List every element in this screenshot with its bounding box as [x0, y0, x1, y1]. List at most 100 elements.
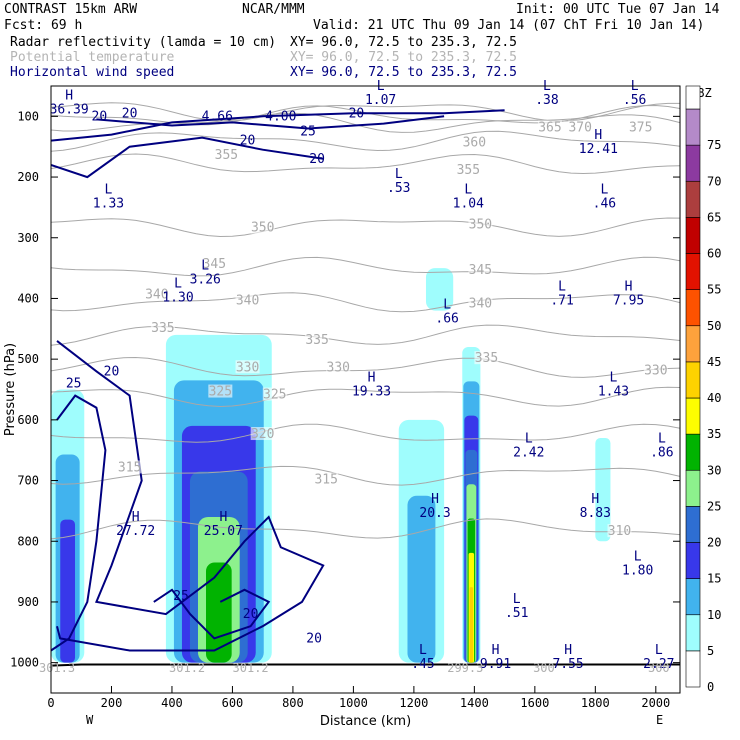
extremum-value: .53	[387, 181, 410, 196]
extremum-type: H	[591, 492, 599, 507]
theta-label-bg	[150, 320, 175, 334]
extremum-type: H	[431, 492, 439, 507]
extremum-value: .71	[550, 294, 573, 309]
reflectivity-cell-2-5	[425, 268, 454, 311]
extremum-value: .51	[505, 606, 528, 621]
theta-contour-label: 335	[305, 333, 328, 348]
theta-contour-310	[51, 518, 680, 540]
wind-extra-label: 4.66	[202, 109, 233, 124]
wind-contour-label: 20	[309, 152, 325, 167]
theta-label-bg	[456, 162, 481, 176]
x-tick-label: 1600	[520, 696, 549, 710]
extremum-value: 1.30	[162, 290, 193, 305]
x-tick-label: 600	[222, 696, 244, 710]
extremum-type: L	[174, 276, 182, 291]
wind-extra-label: 4.00	[265, 109, 296, 124]
colorbar-level: 30	[707, 463, 721, 477]
theta-label-bg	[208, 384, 233, 398]
colorbar-swatch	[685, 108, 701, 146]
y-axis-label: Pressure (hPa)	[3, 343, 18, 436]
theta-contour-360	[51, 130, 680, 152]
reflectivity-cell-5-5	[595, 438, 611, 542]
east-label: E	[656, 713, 663, 727]
x-tick-label: 400	[161, 696, 183, 710]
wind-contour-1	[96, 115, 445, 130]
colorbar-level: 45	[707, 355, 721, 369]
theta-contour-label: 325	[209, 385, 232, 400]
theta-label-bg	[462, 135, 487, 149]
wind-contour-0	[51, 109, 505, 142]
y-tick-label: 100	[17, 109, 39, 123]
theta-contour-340	[51, 292, 680, 313]
theta-contour-label: 375	[629, 120, 652, 135]
field-label-theta: Potential temperature	[10, 50, 175, 65]
extremum-value: 3.26	[190, 272, 221, 287]
theta-contour-label: 335	[475, 351, 498, 366]
extremum-type: L	[631, 79, 639, 94]
y-tick-label: 1000	[10, 656, 39, 670]
wind-contour-2	[51, 136, 324, 179]
colorbar-swatch	[685, 144, 701, 182]
extremum-value: 25.07	[204, 524, 243, 539]
colorbar-level: 75	[707, 138, 721, 152]
extremum-value: 1.07	[365, 93, 396, 108]
y-tick-label: 400	[17, 291, 39, 305]
y-tick-label: 900	[17, 595, 39, 609]
extremum-type: H	[368, 371, 376, 386]
theta-contour-label: 355	[457, 163, 480, 178]
extremum-value: .46	[593, 196, 616, 211]
extremum-value: .86	[650, 445, 673, 460]
x-tick-label: 1400	[460, 696, 489, 710]
wind-contour-label: 20	[104, 364, 120, 379]
valid-time: Valid: 21 UTC Thu 09 Jan 14 (07 ChT Fri …	[313, 18, 705, 33]
wind-contour-label: 20	[122, 106, 138, 121]
extremum-type: H	[132, 510, 140, 525]
surface-theta-label: 300	[533, 661, 555, 675]
extremum-value: .56	[623, 93, 646, 108]
y-tick-label: 600	[17, 413, 39, 427]
theta-label-bg	[537, 120, 562, 134]
y-tick-label: 800	[17, 534, 39, 548]
theta-contour-320	[51, 423, 680, 443]
extremum-type: L	[377, 79, 385, 94]
colorbar-swatch	[685, 542, 701, 579]
x-tick-label: 0	[47, 696, 54, 710]
theta-contour-335	[51, 324, 680, 346]
theta-contour-355	[51, 153, 680, 175]
theta-label-bg	[628, 120, 653, 134]
field-label-reflectivity: Radar reflectivity (lamda = 10 cm)	[10, 35, 277, 50]
colorbar-swatch	[685, 217, 701, 254]
extremum-value: 2.27	[643, 657, 674, 672]
surface-theta-label: 301.2	[233, 661, 269, 675]
center-name: NCAR/MMM	[242, 2, 305, 17]
colorbar-swatch	[685, 289, 701, 327]
theta-label-bg	[117, 460, 142, 474]
theta-label-bg	[250, 427, 275, 441]
theta-label-bg	[643, 363, 668, 377]
theta-contour-label: 350	[251, 221, 274, 236]
extremum-type: L	[201, 258, 209, 273]
theta-contour-375	[51, 102, 680, 122]
surface-theta-label: 300	[648, 661, 670, 675]
extremum-value: 20.3	[419, 506, 450, 521]
wind-contour-label: 20	[349, 106, 365, 121]
colorbar-swatch	[685, 361, 701, 399]
extremum-type: L	[600, 182, 608, 197]
x-tick-label: 1000	[339, 696, 368, 710]
colorbar-swatch	[685, 253, 701, 290]
extremum-value: 7.95	[613, 294, 644, 309]
theta-contour-label: 365	[538, 120, 561, 135]
theta-contour-label: 345	[203, 257, 226, 272]
colorbar-swatch	[685, 397, 701, 435]
theta-label-bg	[607, 524, 632, 538]
theta-label-bg	[474, 351, 499, 365]
reflectivity-cell-0-15	[60, 519, 76, 663]
colorbar-swatch	[685, 614, 701, 652]
field-xy-wind: XY= 96.0, 72.5 to 235.3, 72.5	[290, 65, 517, 80]
extremum-value: 1.43	[598, 385, 629, 400]
extremum-value: 12.41	[579, 142, 618, 157]
y-tick-label: 700	[17, 474, 39, 488]
extremum-type: H	[625, 280, 633, 295]
wind-contour-label: 20	[306, 631, 322, 646]
colorbar-level: 20	[707, 536, 721, 550]
